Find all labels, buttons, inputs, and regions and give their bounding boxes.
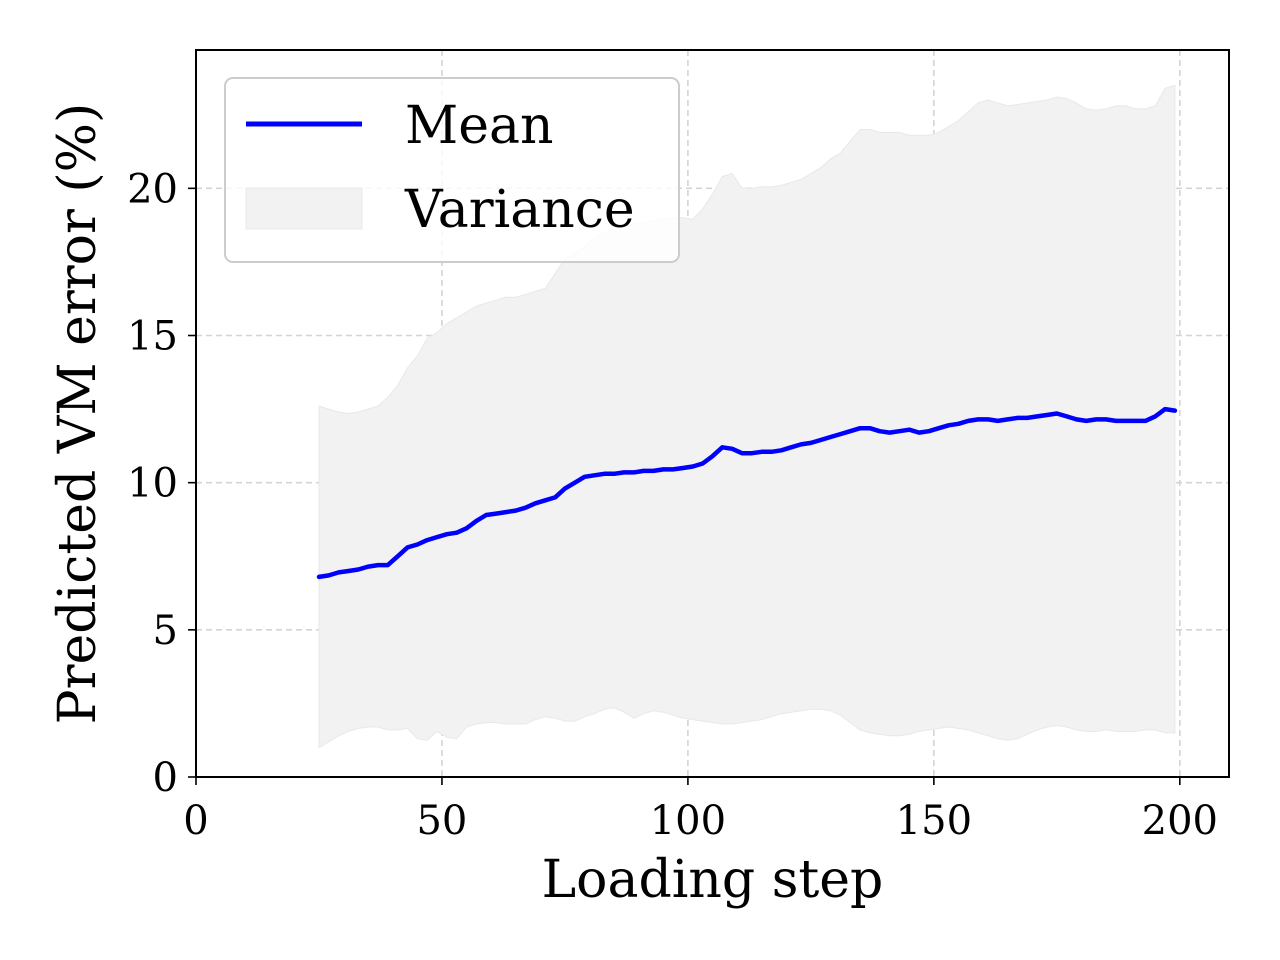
y-tick-label: 0: [153, 755, 178, 801]
x-tick-label: 200: [1142, 798, 1218, 844]
y-tick-label: 15: [127, 314, 178, 360]
mean-line-layer: [316, 406, 1178, 580]
y-tick-label: 5: [153, 608, 178, 654]
x-tick-label: 100: [650, 798, 726, 844]
x-tick-label: 50: [416, 798, 467, 844]
legend-variance-label: Variance: [404, 180, 635, 240]
y-tick-label: 20: [127, 166, 178, 212]
x-tick-label: 0: [183, 798, 208, 844]
x-axis-label: Loading step: [542, 850, 884, 910]
x-tick-label: 150: [896, 798, 972, 844]
legend: Mean Variance: [224, 77, 680, 263]
y-tick-label: 10: [127, 461, 178, 507]
y-axis-label: Predicted VM error (%): [48, 103, 108, 725]
legend-variance-swatch: [245, 187, 363, 230]
mean-line: [316, 406, 1178, 580]
legend-mean-label: Mean: [405, 96, 554, 156]
plot-frame: [195, 49, 1230, 778]
axis-ticks: 0 50 100 150 200 0 5 10 15 20: [127, 166, 1218, 844]
